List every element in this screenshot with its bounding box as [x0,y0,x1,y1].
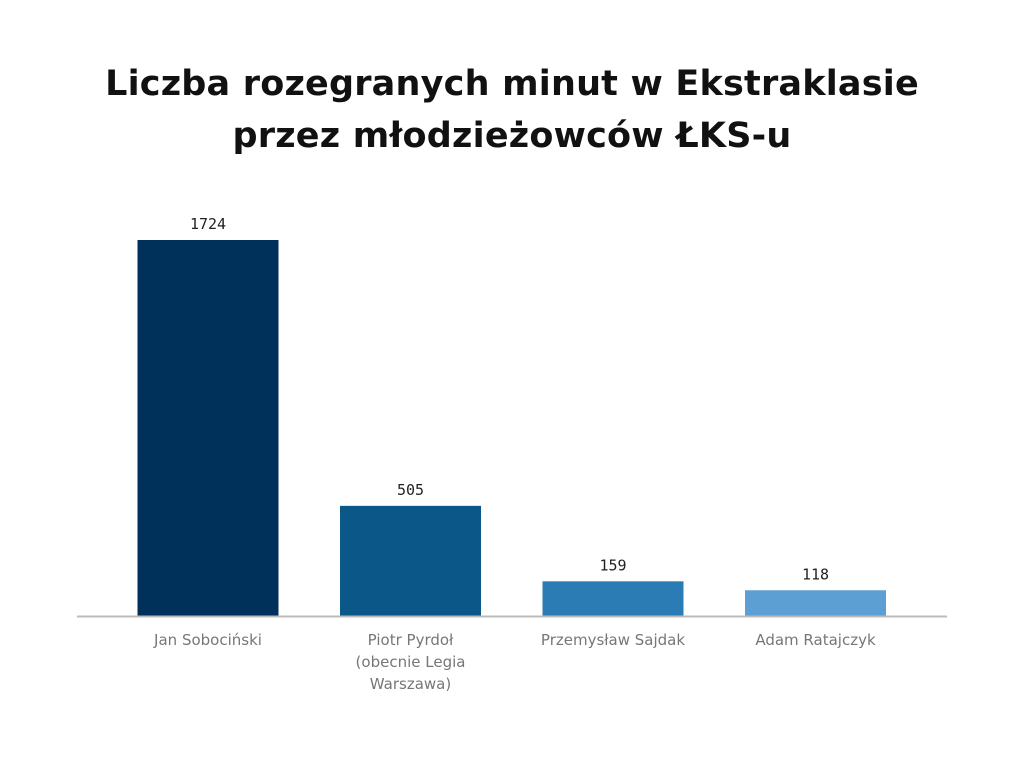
data-label-1: 1724 [190,215,226,233]
data-label-4: 118 [802,565,829,583]
data-label-3: 159 [599,556,626,574]
chart-title-line-1: Liczba rozegranych minut w Ekstraklasie [105,64,919,104]
category-label-1: Jan Sobociński [153,631,262,649]
bar-2 [340,505,481,616]
bar-4 [745,590,886,616]
category-label-3-line-1: Przemysław Sajdak [541,631,685,649]
category-label-2-line-3: Warszawa) [370,675,451,693]
category-label-2-line-2: (obecnie Legia [356,653,466,671]
chart-title: Liczba rozegranych minut w Ekstraklasie … [0,58,1024,162]
category-label-4-line-1: Adam Ratajczyk [755,631,876,649]
bar-1 [137,240,279,616]
category-label-2: Piotr Pyrdoł (obecnie Legia Warszawa) [356,631,466,693]
category-label-2-line-1: Piotr Pyrdoł [368,631,454,649]
bar-3 [542,581,684,616]
category-label-3: Przemysław Sajdak [541,631,685,649]
data-label-2: 505 [397,481,424,499]
category-label-1-line-1: Jan Sobociński [153,631,262,649]
category-label-4: Adam Ratajczyk [755,631,876,649]
chart-title-line-2: przez młodzieżowców ŁKS-u [232,116,792,156]
